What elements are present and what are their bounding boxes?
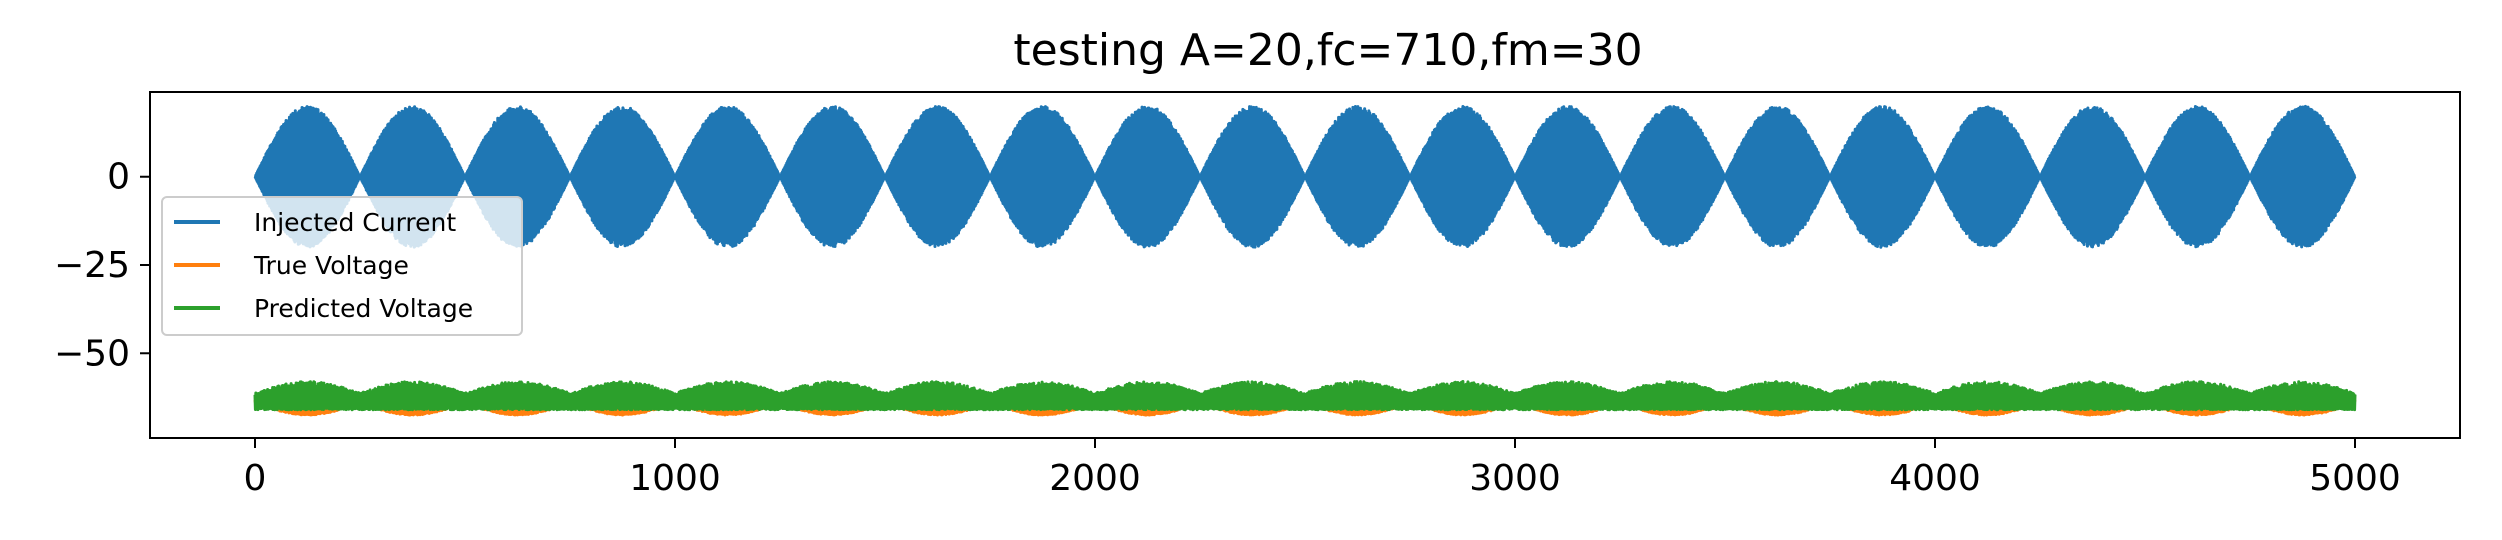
series-line — [253, 104, 2357, 249]
x-tick-label: 5000 — [2309, 458, 2401, 499]
x-tick-label: 2000 — [1049, 458, 1141, 499]
series-line — [253, 380, 2357, 412]
legend-item: Injected Current — [174, 208, 456, 237]
legend-label: Predicted Voltage — [254, 294, 473, 323]
y-tick-label: −25 — [54, 245, 130, 286]
y-tick-label: −50 — [54, 333, 130, 374]
x-tick-label: 4000 — [1889, 458, 1981, 499]
series-predicted-voltage — [253, 380, 2357, 412]
x-tick-label: 0 — [244, 458, 267, 499]
x-tick-label: 3000 — [1469, 458, 1561, 499]
x-tick-label: 1000 — [629, 458, 721, 499]
legend: Injected Current True Voltage Predicted Vo… — [161, 196, 523, 336]
legend-label: Injected Current — [254, 208, 456, 237]
legend-item: True Voltage — [174, 251, 409, 280]
x-axis: 0 1000 2000 3000 4000 5000 — [244, 438, 2401, 499]
chart-title: testing A=20,fc=710,fm=30 — [1013, 25, 1642, 76]
legend-item: Predicted Voltage — [174, 294, 473, 323]
y-axis: 0 −25 −50 — [54, 157, 150, 374]
y-tick-label: 0 — [107, 157, 130, 198]
series-injected-current — [253, 104, 2357, 249]
series-layer — [253, 104, 2357, 417]
legend-box — [161, 196, 523, 336]
legend-label: True Voltage — [253, 251, 409, 280]
